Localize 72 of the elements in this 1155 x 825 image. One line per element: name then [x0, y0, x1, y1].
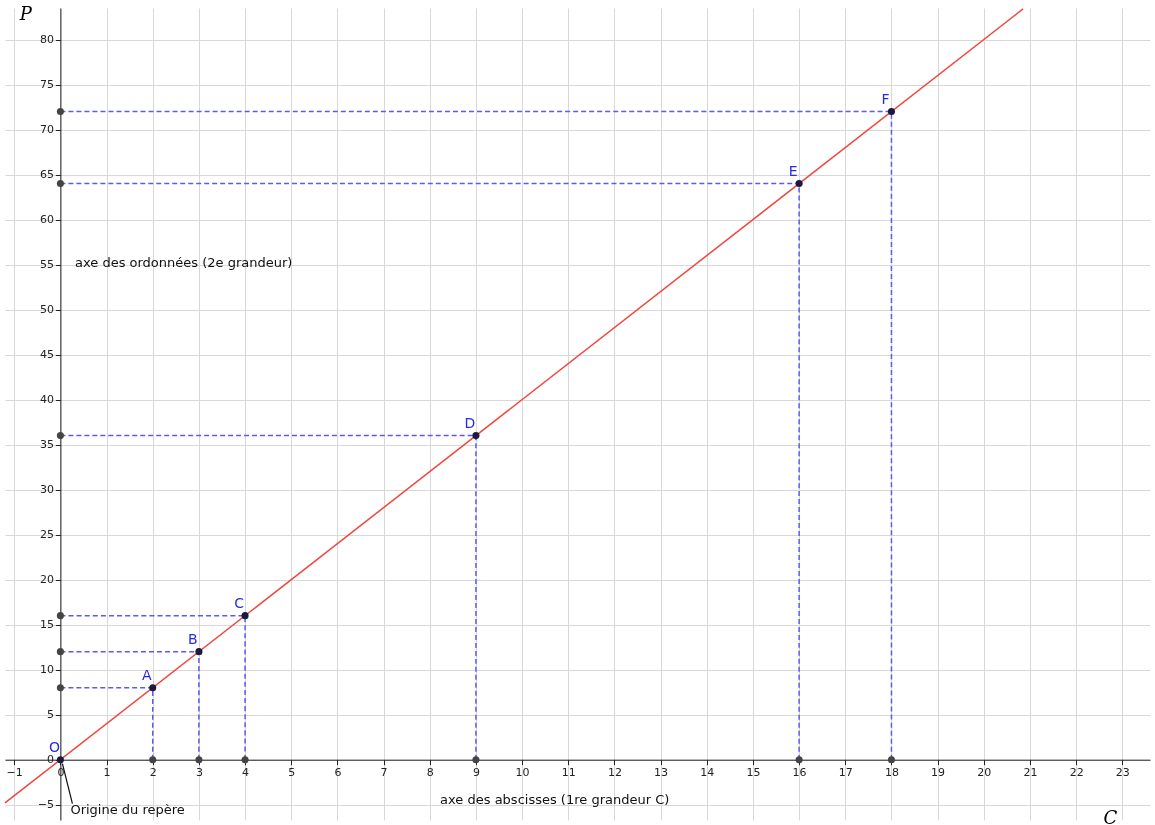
x-tick-label: 8: [426, 766, 434, 780]
x-tick-label: 7: [380, 766, 388, 780]
x-tick-label: 16: [792, 766, 807, 780]
annotation: A: [141, 666, 152, 683]
point: [56, 684, 64, 692]
annotation: O: [48, 738, 60, 755]
x-tick-label: 20: [977, 766, 992, 780]
point: [795, 756, 803, 764]
x-tick-label: 11: [561, 766, 576, 780]
annotation: D: [464, 414, 476, 431]
point: [195, 756, 203, 764]
point: [56, 648, 64, 656]
x-tick-label: 19: [931, 766, 946, 780]
annotation: axe des abscisses (1re grandeur C): [440, 792, 670, 807]
y-tick-label: 60: [39, 213, 54, 227]
y-tick-label: 65: [39, 168, 54, 182]
point: [56, 180, 64, 188]
annotation: B: [188, 630, 198, 647]
annotation: E: [788, 162, 798, 179]
point: [56, 108, 64, 116]
annotation: F: [881, 90, 890, 107]
y-tick-label: 35: [39, 438, 54, 452]
x-tick-label: 13: [654, 766, 669, 780]
x-tick-label: 10: [515, 766, 530, 780]
y-tick-label: 10: [39, 663, 54, 677]
annotation: axe des ordonnées (2e grandeur): [75, 255, 293, 270]
point: [56, 432, 64, 440]
point: [887, 108, 895, 116]
y-tick-label: 50: [39, 303, 54, 317]
y-tick-label: 30: [39, 483, 54, 497]
x-tick-label: 21: [1023, 766, 1038, 780]
x-tick-label: 14: [700, 766, 715, 780]
y-tick-label: 15: [39, 618, 54, 632]
y-tick-label: 75: [39, 78, 54, 92]
x-tick-label: 3: [195, 766, 203, 780]
point: [241, 612, 249, 620]
x-tick-label: 23: [1115, 766, 1130, 780]
point: [472, 756, 480, 764]
annotation: Origine du repère: [70, 801, 185, 817]
y-tick-label: 25: [39, 528, 54, 542]
point: [195, 648, 203, 656]
y-tick-label: 40: [39, 393, 54, 407]
annotation: C: [234, 594, 245, 611]
y-axis-title: P: [18, 2, 33, 24]
x-tick-label: 17: [838, 766, 853, 780]
y-tick-label: 20: [39, 573, 54, 587]
x-tick-label: −1: [6, 766, 23, 780]
y-tick-label: −5: [37, 798, 54, 812]
point: [149, 756, 157, 764]
x-tick-label: 12: [607, 766, 622, 780]
x-tick-label: 2: [149, 766, 157, 780]
x-tick-label: 18: [884, 766, 899, 780]
x-tick-label: 22: [1069, 766, 1084, 780]
x-tick-label: 6: [334, 766, 342, 780]
point: [56, 612, 64, 620]
point: [887, 756, 895, 764]
x-tick-label: 4: [242, 766, 250, 780]
point: [149, 684, 157, 692]
y-tick-label: 55: [39, 258, 54, 272]
y-tick-label: 80: [39, 33, 54, 47]
y-tick-label: 70: [39, 123, 54, 137]
y-tick-label: 5: [46, 708, 54, 722]
x-tick-label: 9: [472, 766, 480, 780]
point: [472, 432, 480, 440]
y-tick-label: 45: [39, 348, 54, 362]
x-tick-label: 15: [746, 766, 761, 780]
x-axis-title: C: [1103, 807, 1118, 825]
point: [56, 756, 64, 764]
point: [795, 180, 803, 188]
point: [241, 756, 249, 764]
x-tick-label: 1: [103, 766, 111, 780]
x-tick-label: 5: [288, 766, 296, 780]
